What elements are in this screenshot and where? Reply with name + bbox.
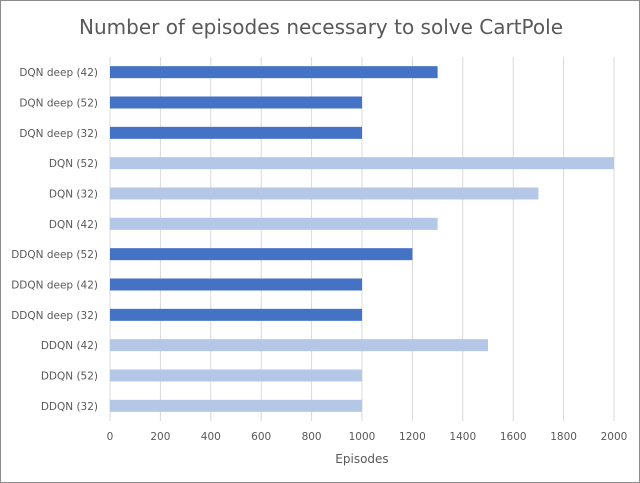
category-label: DQN deep (32)	[19, 128, 98, 140]
category-label: DQN deep (52)	[19, 98, 98, 110]
x-tick-label: 1400	[449, 431, 476, 443]
x-tick-label: 600	[251, 431, 271, 443]
x-tick-label: 1800	[550, 431, 577, 443]
category-label: DQN (52)	[49, 158, 98, 170]
category-label: DDQN (52)	[41, 371, 98, 383]
bar	[110, 126, 362, 139]
category-labels: DQN deep (42) DQN deep (52) DQN deep (32) D…	[11, 67, 98, 413]
x-tick-label: 2000	[601, 431, 628, 443]
x-axis-title: Episodes	[335, 452, 388, 466]
bars	[110, 66, 614, 412]
category-label: DQN (42)	[49, 219, 98, 231]
x-tick-label: 1600	[500, 431, 527, 443]
bar	[110, 66, 438, 79]
x-tick-label: 1000	[349, 431, 376, 443]
category-label: DDQN (32)	[41, 401, 98, 413]
bar	[110, 157, 614, 170]
x-tick-label: 1200	[399, 431, 426, 443]
category-label: DDQN (42)	[41, 340, 98, 352]
bar	[110, 308, 362, 321]
bar	[110, 96, 362, 109]
x-tick-label: 200	[150, 431, 170, 443]
category-label: DDQN deep (32)	[11, 310, 98, 322]
category-label: DQN deep (42)	[19, 67, 98, 79]
bar	[110, 217, 438, 230]
bar	[110, 187, 539, 200]
category-label: DDQN deep (42)	[11, 280, 98, 292]
bar	[110, 248, 413, 261]
x-tick-label: 0	[107, 431, 114, 443]
bar	[110, 369, 362, 382]
bar	[110, 278, 362, 291]
bar	[110, 339, 488, 352]
category-label: DQN (32)	[49, 189, 98, 201]
x-tick-label: 400	[201, 431, 221, 443]
x-tick-label: 800	[302, 431, 322, 443]
x-tick-labels: 0 200 400 600 800 1000 1200 1400 1600 1800 2000	[107, 431, 628, 443]
bar	[110, 399, 362, 412]
gridlines	[109, 57, 615, 421]
chart-title: Number of episodes necessary to solve Ca…	[79, 15, 563, 39]
category-label: DDQN deep (52)	[11, 249, 98, 261]
